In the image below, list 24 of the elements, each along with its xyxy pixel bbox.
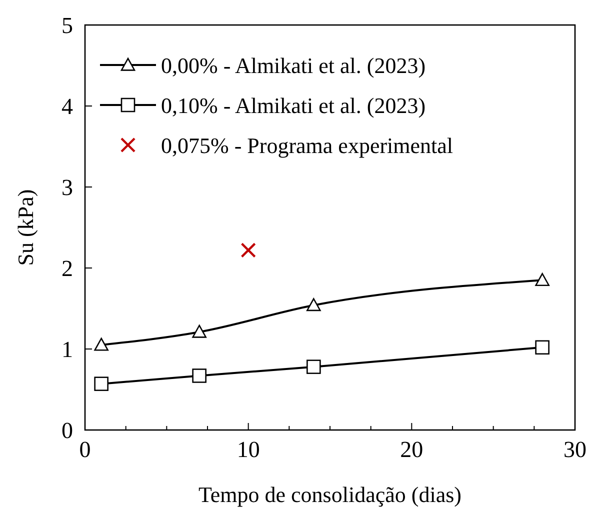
- y-tick-label: 1: [62, 337, 73, 362]
- point: [306, 360, 321, 374]
- legend-label: 0,10% - Almikati et al. (2023): [161, 93, 426, 118]
- point: [94, 338, 108, 351]
- legend-label: 0,00% - Almikati et al. (2023): [161, 53, 426, 78]
- point: [535, 340, 550, 355]
- point: [192, 324, 206, 338]
- x-tick-label: 20: [400, 437, 424, 462]
- x-tick-label: 30: [564, 437, 586, 462]
- x-tick-label: 10: [236, 437, 260, 462]
- point: [94, 376, 108, 391]
- point: [240, 242, 256, 258]
- y-tick-label: 3: [62, 175, 73, 200]
- y-tick-label: 5: [62, 13, 73, 38]
- x-axis-title: Tempo de consolidação (dias): [198, 482, 462, 507]
- legend-label: 0,075% - Programa experimental: [161, 133, 454, 158]
- x-tick-label: 0: [79, 437, 91, 462]
- y-tick-label: 0: [62, 418, 73, 443]
- y-tick-label: 4: [62, 94, 74, 119]
- point: [306, 298, 321, 312]
- y-tick-label: 2: [62, 256, 73, 281]
- point: [192, 368, 206, 383]
- point: [535, 273, 550, 286]
- y-axis-title: Su (kPa): [13, 189, 38, 266]
